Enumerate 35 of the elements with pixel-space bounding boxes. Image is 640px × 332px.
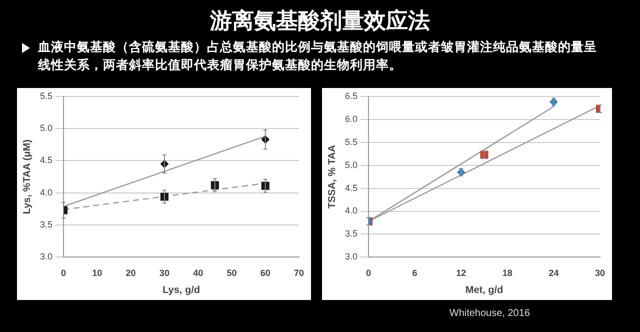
x-tick-label: 40 [193,268,204,278]
y-tick-label: 3.0 [344,252,358,262]
x-tick-label: 12 [456,268,466,278]
x-axis-title: Lys, g/d [162,284,200,296]
y-tick-label: 5.5 [344,136,358,147]
y-tick-label: 5.5 [40,90,53,101]
y-axis-title: TSSA, % TAA [326,144,338,209]
y-tick-label: 3.5 [344,228,358,239]
y-tick-label: 4.0 [40,187,53,198]
y-axis-title: Lys, %TAA (μM) [22,139,33,214]
text: Whitehouse, 2016 [449,308,530,319]
chart-title: 游离氨基酸剂量效应法 [208,8,431,36]
x-tick-label: 60 [260,268,270,278]
x-axis-title: Met, g/d [465,284,504,296]
x-tick-label: 18 [502,268,512,278]
x-tick-label: 20 [126,268,136,278]
y-tick-label: 6.5 [344,90,358,101]
x-tick-label: 0 [366,268,372,278]
x-tick-label: 6 [412,268,418,278]
x-tick-label: 70 [294,268,304,278]
y-tick-label: 3.0 [40,252,53,262]
y-tick-label: 4.5 [344,182,358,193]
y-tick-label: 3.5 [40,220,53,230]
chart-subtitle: 血液中氨基酸（含硫氨基酸）占总氨基酸的比例与氨基酸的饲喂量或者皱胃灌注纯品氨基酸的量呈线性关系，两者斜率比值即代表瘤胃保护氨基酸的生物利用率。 [38,38,598,74]
x-tick-label: 0 [61,268,66,278]
x-tick-label: 30 [594,268,606,278]
y-tick-label: 5.0 [344,160,358,170]
x-tick-label: 30 [159,268,170,278]
x-tick-label: 24 [548,268,559,278]
y-tick-label: 5.0 [40,123,53,134]
y-tick-label: 6.0 [344,114,358,124]
x-tick-label: 10 [92,268,102,278]
y-tick-label: 4.5 [40,155,53,166]
x-tick-label: 50 [226,268,237,278]
y-tick-label: 4.0 [344,206,358,216]
